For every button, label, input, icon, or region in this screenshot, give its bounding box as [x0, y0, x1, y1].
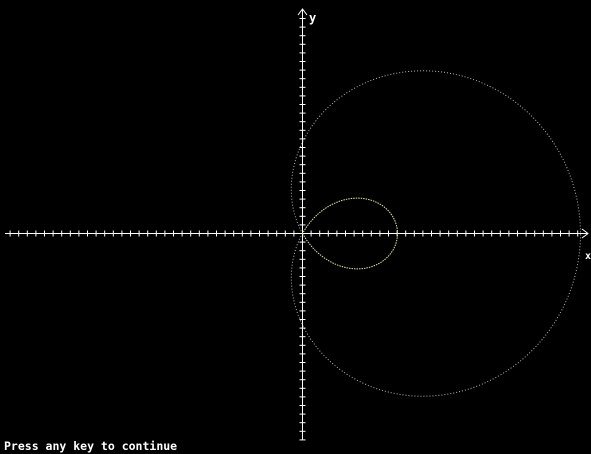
inner-loop — [302, 197, 399, 270]
status-message: Press any key to continue — [4, 439, 177, 453]
y-axis-label: y — [309, 11, 316, 25]
x-axis-arrow — [581, 228, 589, 239]
y-axis-arrow — [297, 8, 308, 16]
axis-ticks — [9, 18, 579, 441]
x-axis-label: x — [585, 251, 591, 262]
